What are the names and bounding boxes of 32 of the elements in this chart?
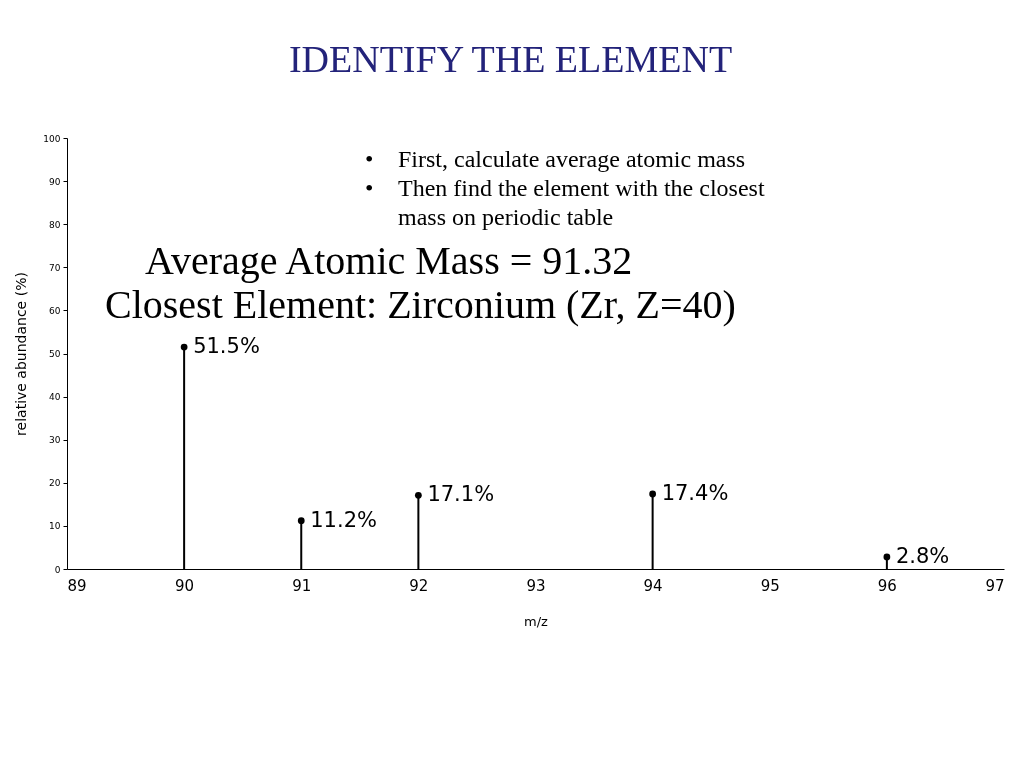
data-label: 11.2%	[310, 507, 377, 532]
y-tick-label: 50	[49, 349, 61, 359]
annotation: Average Atomic Mass = 91.32	[145, 238, 633, 283]
y-tick-label: 0	[54, 564, 61, 575]
y-tick-label: 100	[43, 133, 61, 144]
chart-title: IDENTIFY THE ELEMENT	[288, 38, 733, 80]
y-tick-label: 30	[49, 435, 61, 446]
y-tick-label: 70	[49, 262, 61, 273]
annotation: • Then find the element with the closest mass on periodic table	[365, 175, 765, 230]
y-axis-title: relative abundance (%)	[13, 272, 30, 436]
x-axis-title: m/z	[524, 613, 549, 629]
x-tick-label: 93	[526, 576, 546, 595]
y-tick-label: 90	[49, 176, 61, 187]
y-tick-label: 10	[49, 521, 61, 532]
x-tick-label: 97	[985, 576, 1005, 595]
x-tick-label: 95	[760, 576, 780, 595]
annotation: Closest Element: Zirconium (Zr, Z=40)	[105, 282, 736, 327]
y-tick-label: 20	[49, 478, 61, 489]
y-tick-label: 40	[49, 392, 61, 403]
annotation: • First, calculate average atomic mass	[365, 146, 746, 172]
x-tick-label: 89	[67, 576, 87, 595]
y-tick-label: 80	[49, 219, 61, 230]
data-label: 17.4%	[661, 481, 729, 506]
x-tick-label: 92	[409, 576, 429, 595]
x-tick-label: 91	[292, 576, 312, 595]
y-tick-label: 60	[49, 305, 61, 316]
x-tick-label: 90	[175, 576, 195, 595]
x-tick-label: 94	[643, 576, 663, 595]
data-label: 51.5%	[193, 334, 260, 359]
data-label: 2.8%	[895, 543, 950, 568]
data-label: 17.1%	[427, 482, 495, 507]
x-tick-label: 96	[877, 576, 897, 595]
